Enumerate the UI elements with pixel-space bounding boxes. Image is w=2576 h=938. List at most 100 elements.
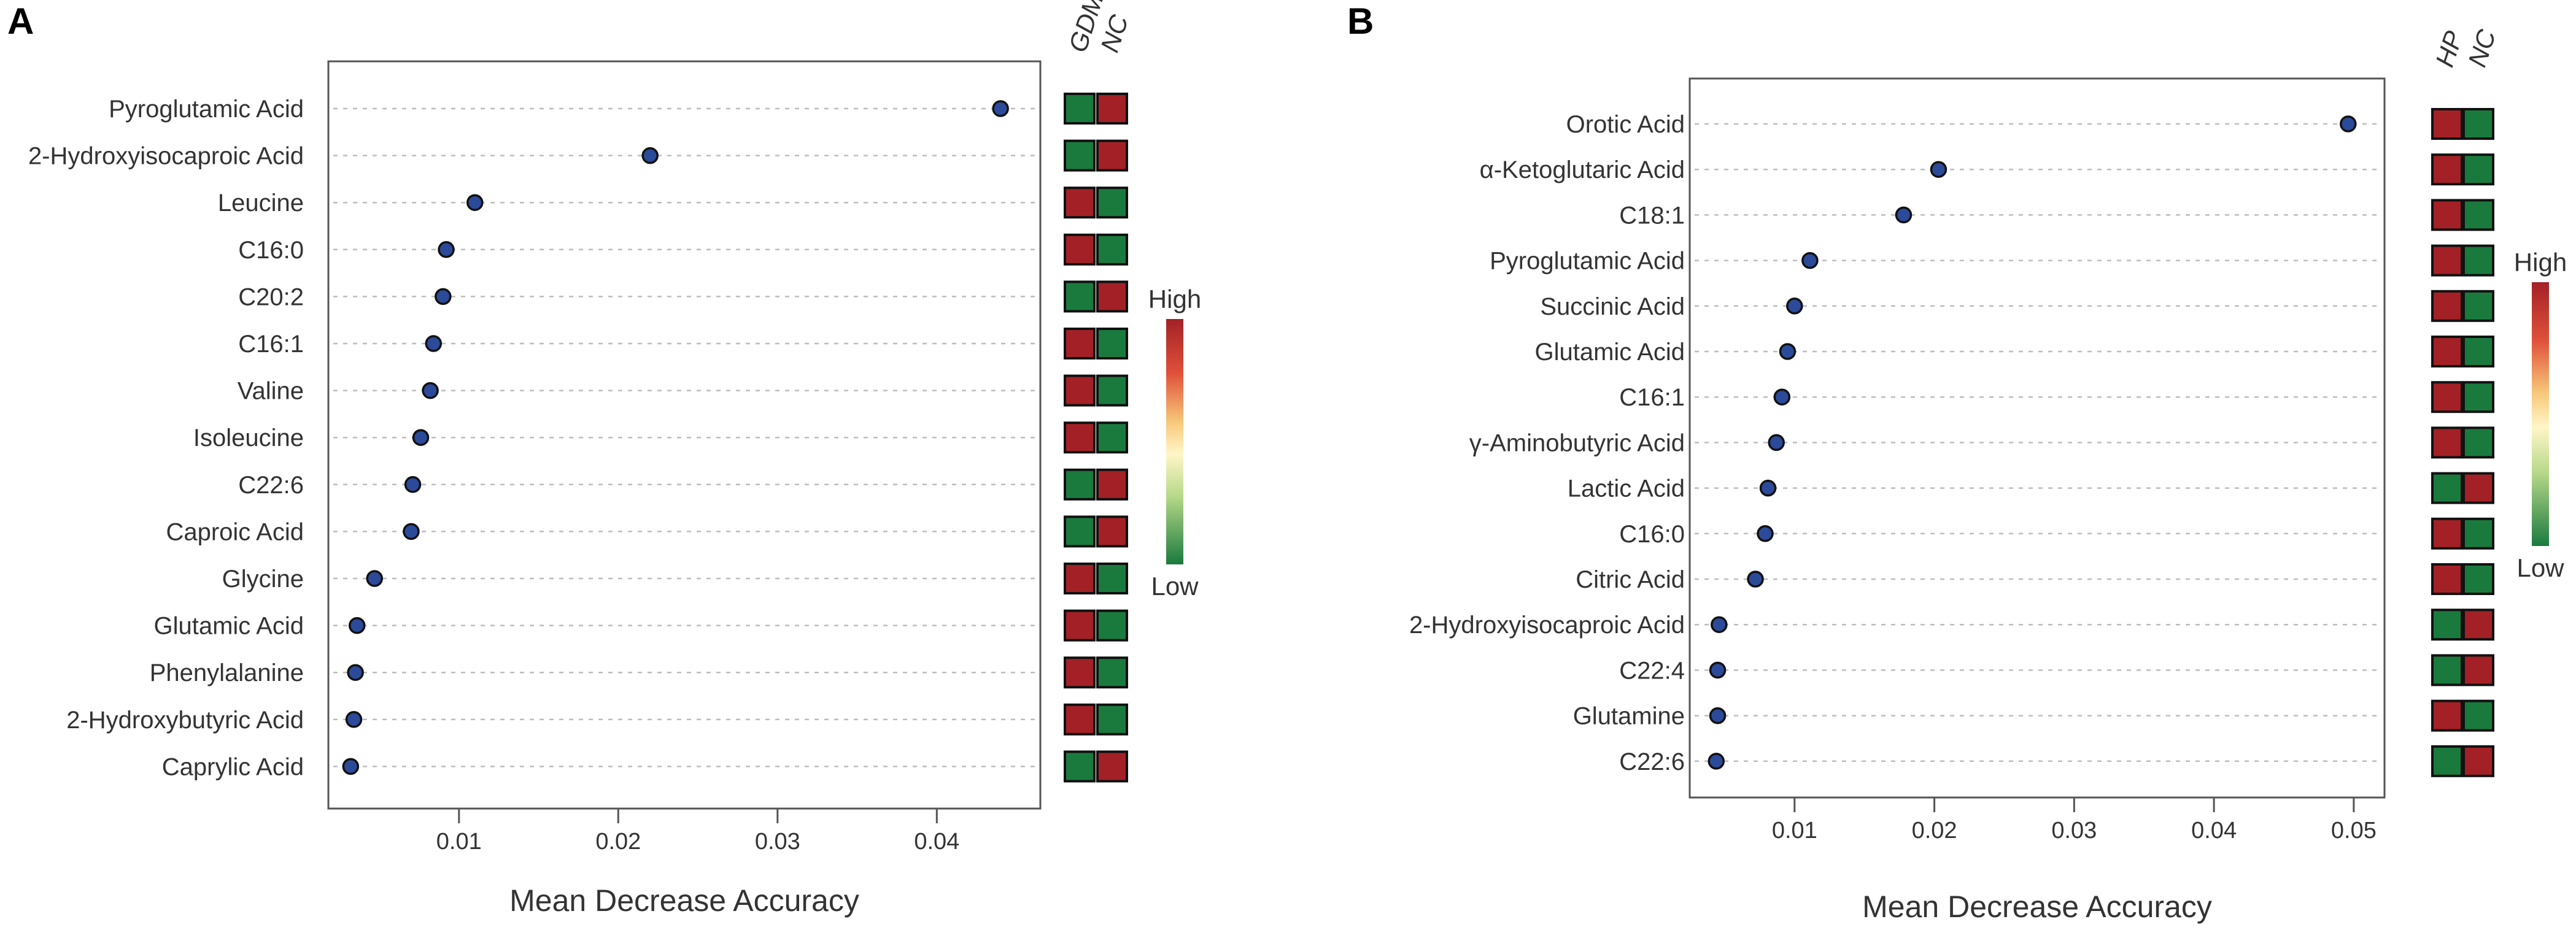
row-label: Phenylalanine [150, 659, 304, 686]
data-point [1709, 754, 1723, 769]
row-label: 2-Hydroxyisocaproic Acid [1409, 612, 1685, 639]
heatmap-cell [1065, 705, 1094, 734]
x-axis-label: Mean Decrease Accuracy [1862, 890, 2212, 924]
row-label: Glutamic Acid [153, 613, 304, 640]
heatmap-cell [1097, 611, 1127, 640]
heatmap-cell [1097, 329, 1127, 358]
legend-colorbar [1166, 319, 1183, 564]
row-label: 2-Hydroxyisocaproic Acid [28, 143, 304, 170]
heatmap-column-header: NC [2462, 26, 2502, 71]
x-tick-label: 0.03 [755, 829, 800, 855]
data-point [350, 618, 365, 633]
row-label: Succinic Acid [1540, 293, 1685, 320]
row-label: Pyroglutamic Acid [1490, 248, 1685, 275]
data-point [1896, 207, 1911, 222]
data-point [2341, 117, 2356, 131]
heatmap-cell [2432, 382, 2462, 412]
row-label: Isoleucine [193, 425, 304, 452]
row-label: Glutamine [1573, 703, 1685, 730]
heatmap-cell [1097, 235, 1127, 264]
row-label: Orotic Acid [1566, 111, 1685, 138]
heatmap-cell [2464, 655, 2493, 685]
heatmap-cell [1097, 141, 1127, 171]
legend-low-label: Low [2516, 553, 2564, 582]
x-tick-label: 0.01 [1772, 818, 1817, 844]
row-label: Caproic Acid [166, 518, 304, 545]
heatmap-cell [2432, 610, 2462, 639]
row-label: γ-Aminobutyric Acid [1469, 429, 1685, 456]
heatmap-cell [2432, 155, 2462, 184]
panel-a: A Pyroglutamic Acid 2-Hydroxyisocaproic Ac… [7, 0, 1201, 918]
heatmap-cell [2432, 701, 2462, 731]
panel-label: B [1347, 1, 1374, 42]
heatmap-cell [2432, 200, 2462, 229]
heatmap-cell [2432, 246, 2462, 275]
row-label: Caprylic Acid [162, 753, 304, 780]
x-tick-label: 0.02 [595, 829, 641, 855]
heatmap-cell [2432, 655, 2462, 685]
data-point [343, 759, 358, 774]
plot-frame [328, 61, 1040, 809]
data-point [1758, 526, 1773, 541]
heatmap-cell [1065, 376, 1094, 406]
data-point [1780, 344, 1795, 359]
data-point [468, 195, 482, 210]
legend-colorbar [2532, 282, 2549, 546]
row-label: C16:0 [1619, 521, 1685, 548]
heatmap-cell [2464, 337, 2493, 366]
data-point [1711, 663, 1725, 677]
heatmap-cell [2464, 519, 2493, 548]
heatmap-cell [1097, 423, 1127, 452]
row-label: α-Ketoglutaric Acid [1480, 156, 1685, 183]
heatmap-cell [1065, 235, 1094, 264]
heatmap-cell [1097, 188, 1127, 217]
row-label: C18:1 [1619, 202, 1685, 229]
data-point [439, 242, 454, 257]
plot-frame [1690, 79, 2385, 798]
data-point [1748, 572, 1763, 586]
data-point [406, 477, 420, 492]
row-label: Glutamic Acid [1534, 339, 1685, 366]
x-tick-label: 0.02 [1912, 818, 1957, 844]
heatmap-cell [2432, 428, 2462, 457]
row-label: C16:0 [238, 237, 304, 264]
heatmap-column-header: HP [2430, 28, 2469, 71]
heatmap-cell [1097, 752, 1127, 781]
heatmap-cell [1065, 470, 1094, 499]
panel-b: B Orotic Acid α-Ketoglutaric Acid C18:1 Pyro… [1347, 1, 2567, 924]
legend-high-label: High [1148, 285, 1201, 313]
heatmap-cell [1097, 517, 1127, 546]
x-axis-label: Mean Decrease Accuracy [509, 883, 859, 918]
data-point [1712, 617, 1727, 632]
data-point [643, 148, 657, 163]
heatmap-cell [2432, 564, 2462, 594]
data-point [1769, 435, 1784, 450]
data-point [348, 665, 363, 680]
x-tick-label: 0.03 [2051, 818, 2097, 844]
chart-figure: A Pyroglutamic Acid 2-Hydroxyisocaproic Ac… [0, 0, 2576, 935]
heatmap-cell [2464, 610, 2493, 639]
heatmap-cell [2432, 109, 2462, 139]
heatmap-cell [2464, 474, 2493, 503]
data-point [423, 383, 438, 398]
row-label: 2-Hydroxybutyric Acid [66, 707, 304, 734]
heatmap-cell [2432, 337, 2462, 366]
heatmap-cell [1065, 517, 1094, 546]
data-point [436, 289, 451, 304]
heatmap-cell [2432, 291, 2462, 321]
row-label: C16:1 [238, 331, 304, 358]
x-tick-label: 0.05 [2331, 818, 2377, 844]
heatmap-cell [1097, 564, 1127, 593]
heatmap-cell [1097, 282, 1127, 311]
heatmap-cell [1097, 705, 1127, 734]
data-point [367, 571, 382, 586]
row-label: C22:6 [1619, 748, 1685, 775]
heatmap-cell [1097, 470, 1127, 499]
heatmap-cell [1097, 94, 1127, 123]
heatmap-cell [1065, 188, 1094, 217]
heatmap-cell [1065, 141, 1094, 171]
x-tick-label: 0.04 [914, 829, 959, 855]
data-point [1803, 253, 1817, 268]
heatmap-cell [1065, 752, 1094, 781]
figure-svg: APyroglutamic Acid2-Hydroxyisocaproic Ac… [0, 0, 2576, 935]
